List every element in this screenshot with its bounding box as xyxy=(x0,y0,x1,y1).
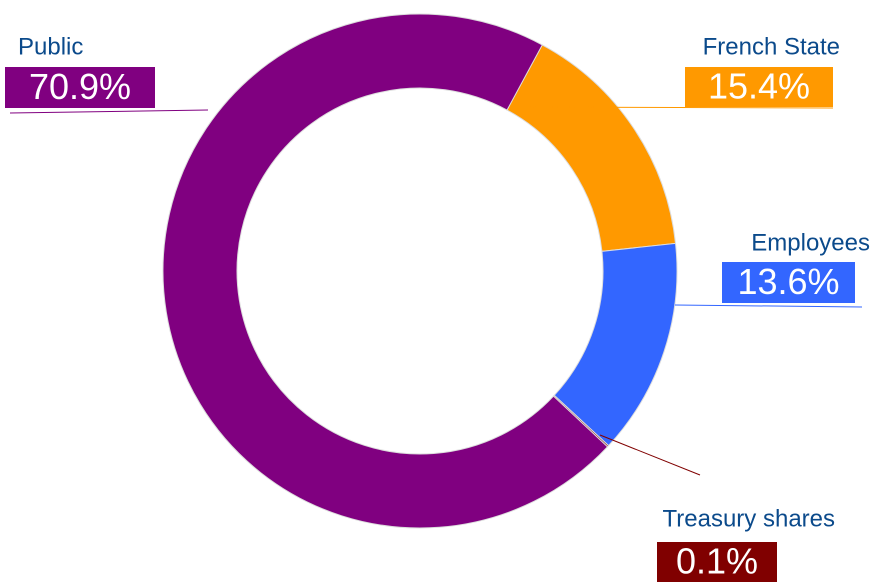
donut-slice xyxy=(506,44,677,252)
label-box xyxy=(657,542,777,582)
leader-line xyxy=(599,434,701,476)
value-label: 13.6% xyxy=(737,261,839,302)
donut-slice xyxy=(162,13,609,529)
label-box xyxy=(722,262,855,303)
leader-line xyxy=(514,106,834,109)
leader-line xyxy=(674,304,863,308)
category-label: Public xyxy=(18,33,83,60)
category-label: Employees xyxy=(751,229,870,256)
category-label: Treasury shares xyxy=(663,505,836,532)
leader-line xyxy=(9,109,209,114)
value-label: 70.9% xyxy=(29,66,131,107)
label-box xyxy=(685,67,833,107)
value-label: 0.1% xyxy=(676,541,758,582)
value-label: 15.4% xyxy=(708,66,810,107)
category-label: French State xyxy=(703,33,840,60)
label-box xyxy=(5,67,155,108)
